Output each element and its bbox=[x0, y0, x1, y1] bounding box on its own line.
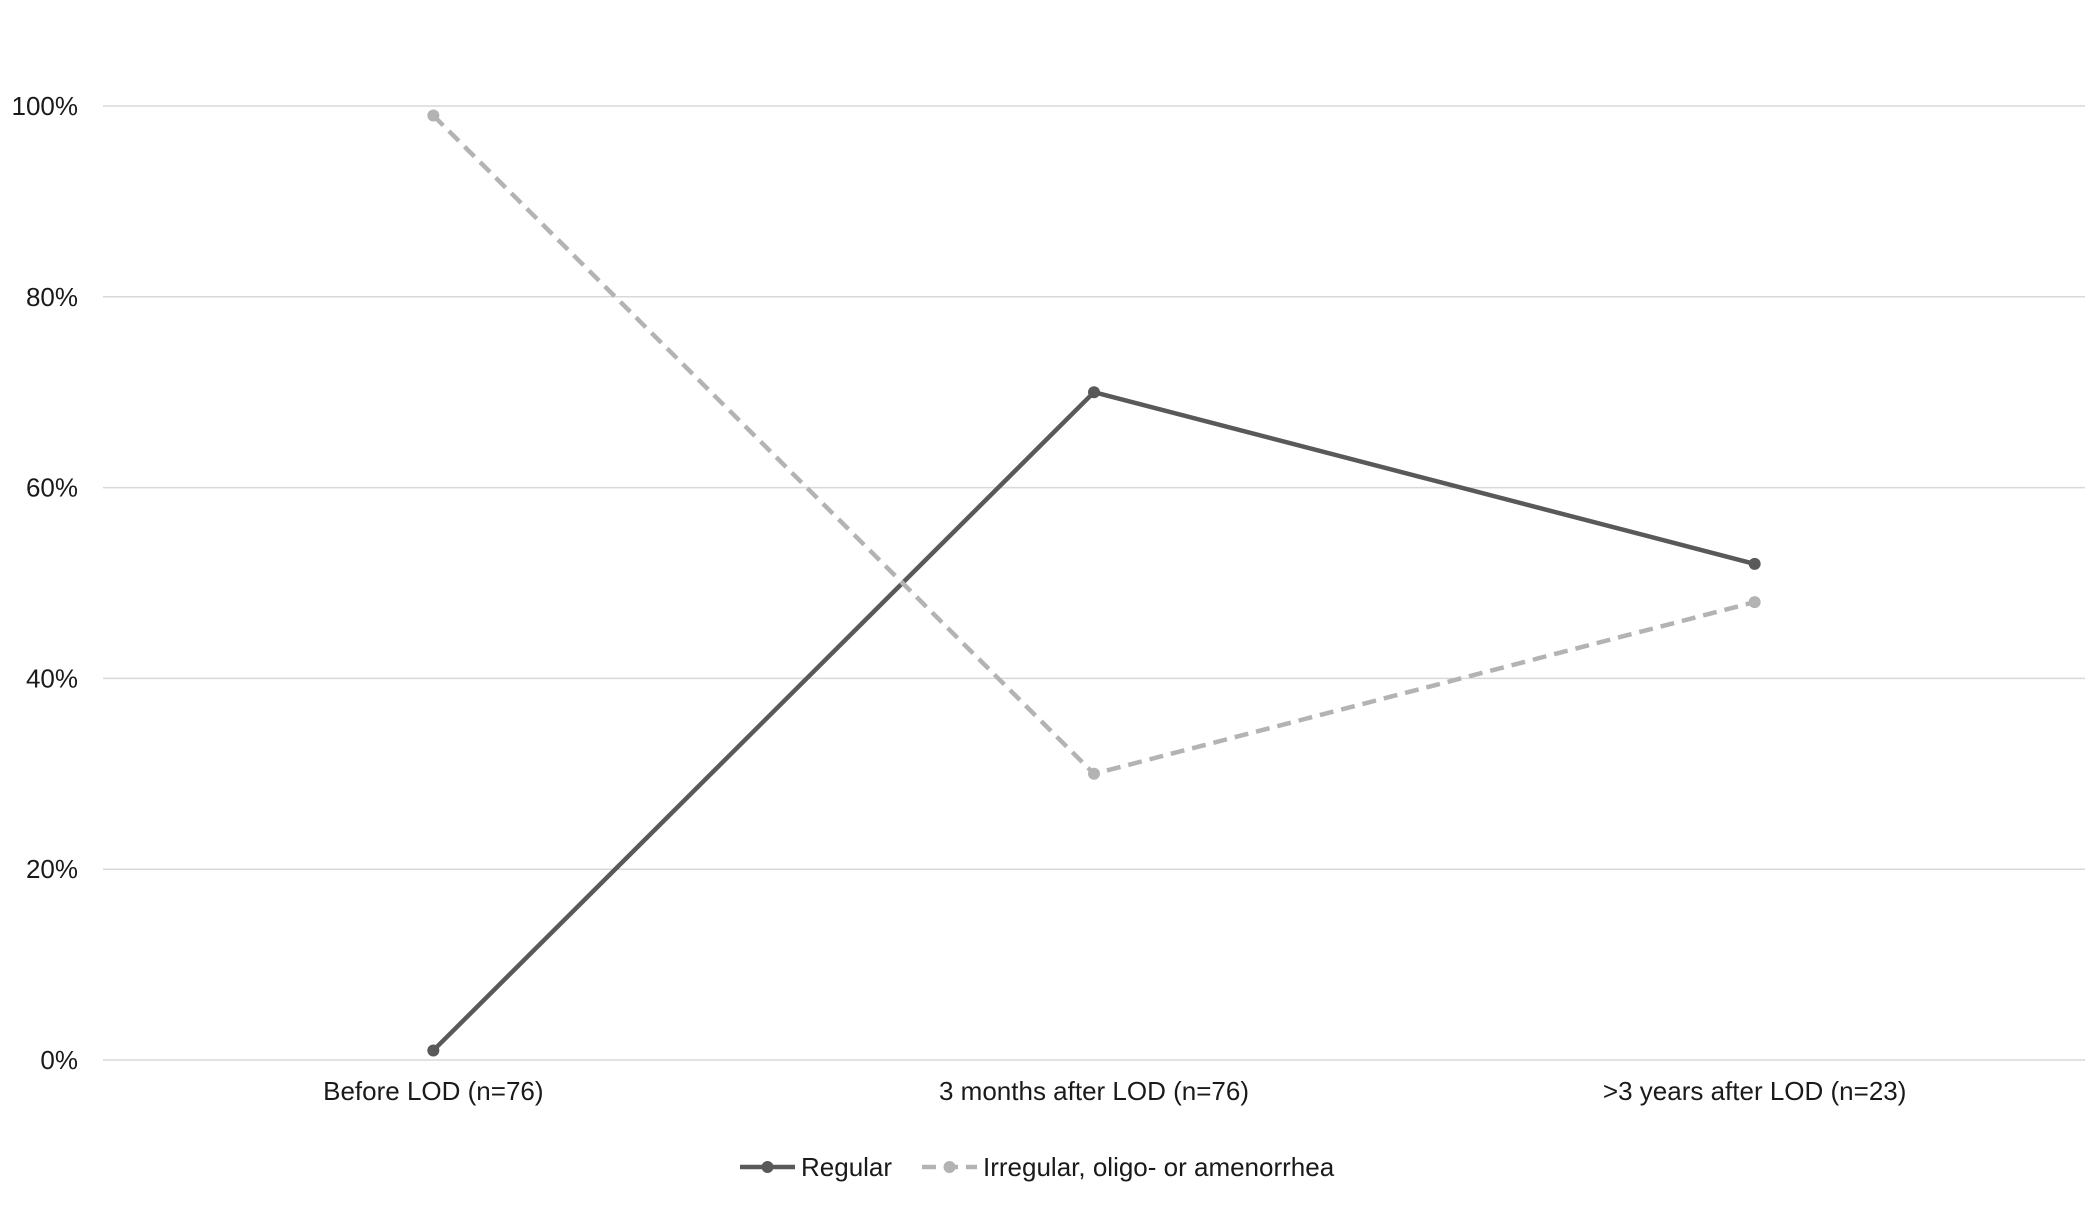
data-point bbox=[1748, 557, 1761, 570]
series-lines bbox=[427, 109, 1761, 1057]
legend: Regular Irregular, oligo- or amenorrhea bbox=[740, 1152, 1335, 1182]
y-axis-ticks: 0% 20% 40% 60% 80% 100% bbox=[12, 91, 79, 1075]
legend-label: Regular bbox=[801, 1152, 892, 1182]
x-tick-label: Before LOD (n=76) bbox=[323, 1076, 543, 1106]
y-tick-label: 60% bbox=[26, 473, 78, 503]
gridlines bbox=[103, 105, 2085, 1061]
series-line bbox=[431, 389, 1756, 1053]
legend-marker bbox=[761, 1161, 774, 1173]
x-tick-label: >3 years after LOD (n=23) bbox=[1603, 1076, 1906, 1106]
x-axis-ticks: Before LOD (n=76) 3 months after LOD (n=7… bbox=[323, 1076, 1906, 1106]
data-point bbox=[427, 109, 440, 122]
legend-marker bbox=[943, 1161, 956, 1173]
legend-label: Irregular, oligo- or amenorrhea bbox=[983, 1152, 1335, 1182]
y-tick-label: 40% bbox=[26, 663, 78, 693]
y-tick-label: 0% bbox=[40, 1045, 78, 1075]
series-line bbox=[431, 113, 1756, 777]
y-tick-label: 100% bbox=[12, 91, 79, 121]
data-point bbox=[1748, 596, 1761, 609]
data-point bbox=[427, 1044, 440, 1057]
y-tick-label: 80% bbox=[26, 282, 78, 312]
y-tick-label: 20% bbox=[26, 854, 78, 884]
data-point bbox=[1088, 767, 1100, 780]
x-tick-label: 3 months after LOD (n=76) bbox=[939, 1076, 1249, 1106]
data-point bbox=[1088, 386, 1100, 399]
